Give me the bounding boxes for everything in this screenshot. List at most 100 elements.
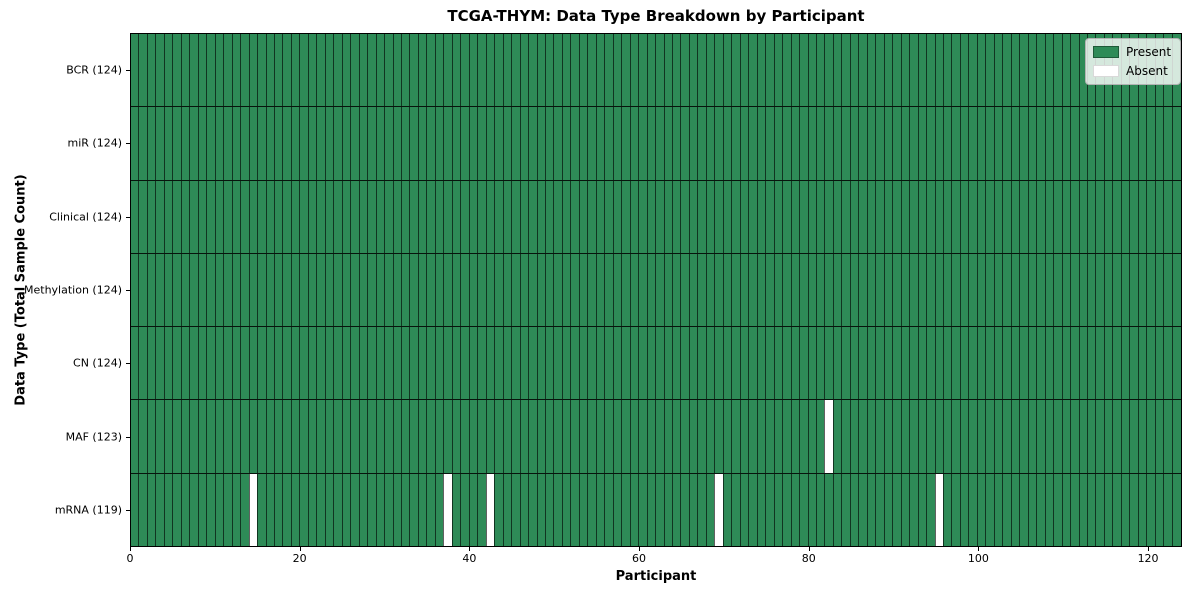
cell-present [384, 400, 392, 473]
cell-present [570, 400, 578, 473]
cell-present [841, 400, 849, 473]
cell-present [883, 180, 892, 253]
cell-present [409, 400, 417, 473]
cell-present [231, 180, 240, 253]
cell-present [131, 474, 138, 546]
cell-present [866, 253, 875, 327]
cell-present [858, 400, 866, 473]
cell-present [621, 473, 629, 546]
cell-present [934, 34, 943, 107]
cell-present [943, 473, 951, 546]
cell-present [333, 107, 341, 180]
cell-present [672, 107, 680, 180]
cell-present [672, 180, 680, 253]
cell-present [341, 473, 350, 546]
legend-label: Absent [1126, 64, 1168, 78]
cell-present [1078, 473, 1087, 546]
cell-present [993, 180, 1002, 253]
cell-present [934, 253, 943, 327]
cell-present [163, 180, 172, 253]
cell-present [502, 180, 511, 253]
cell-present [1027, 107, 1036, 180]
cell-present [460, 34, 468, 107]
cell-present [807, 253, 816, 327]
cell-present [612, 400, 621, 473]
cell-present [875, 400, 883, 473]
cell-present [883, 253, 892, 327]
cell-present [849, 34, 858, 107]
cell-present [350, 400, 358, 473]
cell-present [426, 327, 434, 400]
cell-present [1044, 327, 1053, 400]
cell-present [1095, 400, 1103, 473]
cell-present [138, 107, 146, 180]
cell-absent [485, 473, 495, 546]
cell-present [206, 400, 214, 473]
cell-present [1129, 253, 1137, 327]
cell-present [570, 327, 578, 400]
cell-present [1010, 473, 1019, 546]
cell-present [663, 473, 672, 546]
cell-present [417, 34, 426, 107]
cell-present [621, 253, 629, 327]
cell-present [968, 473, 976, 546]
cell-present [536, 107, 545, 180]
cell-present [553, 107, 561, 180]
cell-present [841, 253, 849, 327]
cell-present [401, 34, 409, 107]
cell-present [799, 473, 807, 546]
cell-present [841, 34, 849, 107]
cell-present [731, 327, 739, 400]
cell-present [629, 107, 638, 180]
cell-present [189, 473, 197, 546]
cell-present [680, 180, 688, 253]
cell-present [663, 327, 672, 400]
cell-present [1154, 180, 1163, 253]
cell-present [1154, 400, 1163, 473]
cell-present [773, 180, 782, 253]
cell-present [214, 400, 223, 473]
cell-present [688, 327, 697, 400]
cell-absent [934, 473, 943, 546]
cell-present [544, 253, 553, 327]
cell-present [494, 180, 502, 253]
cell-present [917, 400, 926, 473]
cell-present [739, 473, 748, 546]
cell-present [214, 180, 223, 253]
cell-present [426, 107, 434, 180]
y-tick-label-miR: miR (124) [67, 136, 123, 150]
cell-present [841, 473, 849, 546]
cell-present [367, 253, 375, 327]
cell-present [231, 107, 240, 180]
cell-present [612, 473, 621, 546]
cell-present [409, 473, 417, 546]
cell-present [748, 180, 756, 253]
cell-present [926, 34, 934, 107]
cell-present [807, 400, 816, 473]
cell-present [578, 107, 587, 180]
cell-present [1010, 253, 1019, 327]
cell-present [1120, 253, 1129, 327]
cell-present [502, 34, 511, 107]
cell-present [976, 34, 985, 107]
cell-present [985, 34, 993, 107]
cell-present [1027, 180, 1036, 253]
cell-present [638, 180, 646, 253]
cell-present [959, 180, 968, 253]
cell-present [722, 107, 731, 180]
cell-present [705, 400, 714, 473]
cell-present [663, 400, 672, 473]
cell-present [1086, 327, 1095, 400]
cell-present [646, 180, 655, 253]
cell-present [392, 473, 401, 546]
cell-present [985, 253, 993, 327]
cell-present [1044, 473, 1053, 546]
cell-present [460, 473, 468, 546]
cell-present [358, 180, 367, 253]
cell-present [384, 107, 392, 180]
cell-present [282, 107, 290, 180]
cell-present [680, 253, 688, 327]
cell-present [197, 400, 206, 473]
cell-present [629, 253, 638, 327]
cell-present [367, 473, 375, 546]
